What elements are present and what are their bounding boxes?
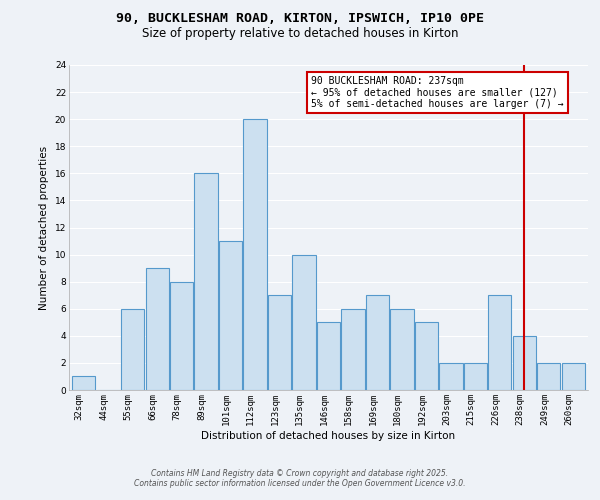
Bar — [317, 322, 340, 390]
Bar — [415, 322, 438, 390]
Bar — [219, 241, 242, 390]
Bar — [194, 174, 218, 390]
Bar — [268, 295, 291, 390]
Bar — [439, 363, 463, 390]
Text: 90 BUCKLESHAM ROAD: 237sqm
← 95% of detached houses are smaller (127)
5% of semi: 90 BUCKLESHAM ROAD: 237sqm ← 95% of deta… — [311, 76, 564, 109]
Bar — [513, 336, 536, 390]
Y-axis label: Number of detached properties: Number of detached properties — [39, 146, 49, 310]
Bar — [292, 254, 316, 390]
Bar — [72, 376, 95, 390]
Bar — [488, 295, 511, 390]
Bar — [464, 363, 487, 390]
Bar — [146, 268, 169, 390]
Bar — [170, 282, 193, 390]
Bar — [537, 363, 560, 390]
Bar — [244, 119, 266, 390]
Bar — [121, 308, 144, 390]
X-axis label: Distribution of detached houses by size in Kirton: Distribution of detached houses by size … — [202, 430, 455, 440]
Text: Contains HM Land Registry data © Crown copyright and database right 2025.: Contains HM Land Registry data © Crown c… — [151, 468, 449, 477]
Text: 90, BUCKLESHAM ROAD, KIRTON, IPSWICH, IP10 0PE: 90, BUCKLESHAM ROAD, KIRTON, IPSWICH, IP… — [116, 12, 484, 26]
Bar — [562, 363, 585, 390]
Text: Size of property relative to detached houses in Kirton: Size of property relative to detached ho… — [142, 28, 458, 40]
Bar — [341, 308, 365, 390]
Bar — [391, 308, 413, 390]
Bar — [366, 295, 389, 390]
Text: Contains public sector information licensed under the Open Government Licence v3: Contains public sector information licen… — [134, 478, 466, 488]
